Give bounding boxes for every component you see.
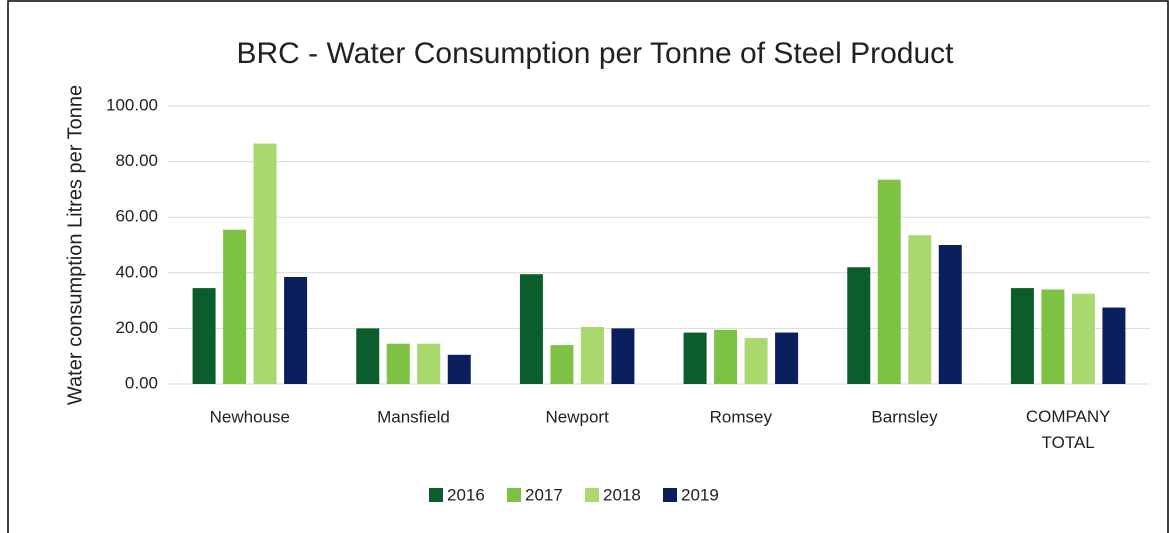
legend-swatch (507, 488, 521, 502)
bar (192, 288, 216, 384)
bar (683, 332, 707, 384)
legend-swatch (663, 488, 677, 502)
legend-label: 2018 (603, 485, 641, 504)
bar (847, 267, 871, 384)
bar (1010, 288, 1034, 384)
y-tick-label: 20.00 (115, 318, 158, 337)
y-axis-label: Water consumption Litres per Tonne (64, 85, 86, 405)
bar (1071, 293, 1095, 384)
bar (417, 343, 441, 384)
bar (611, 328, 635, 384)
bar (908, 235, 932, 384)
chart-title: BRC - Water Consumption per Tonne of Ste… (236, 37, 954, 70)
bar (223, 229, 247, 384)
bar (356, 328, 380, 384)
bar (1102, 307, 1126, 384)
x-tick-label: Newport (546, 407, 610, 426)
bar (550, 345, 574, 384)
legend-label: 2017 (525, 485, 563, 504)
y-tick-label: 100.00 (106, 95, 158, 114)
bar (744, 338, 768, 384)
bar (877, 179, 901, 384)
x-tick-label: Newhouse (210, 407, 290, 426)
bar (938, 245, 962, 384)
x-tick-label: COMPANY TOTAL (1026, 407, 1111, 452)
y-tick-label: 60.00 (115, 207, 158, 226)
legend-label: 2019 (681, 485, 719, 504)
bar (253, 143, 277, 384)
bar (519, 274, 543, 384)
x-tick-label: Barnsley (871, 407, 938, 426)
bar (447, 354, 471, 384)
legend-swatch (585, 488, 599, 502)
bar (1041, 289, 1065, 384)
bar (714, 329, 738, 384)
bar (775, 332, 799, 384)
legend-label: 2016 (447, 485, 485, 504)
x-tick-label: Romsey (710, 407, 773, 426)
bar (386, 343, 410, 384)
legend-swatch (429, 488, 443, 502)
y-tick-label: 80.00 (115, 151, 158, 170)
bar (284, 276, 308, 384)
bar (580, 327, 604, 384)
y-tick-label: 0.00 (125, 373, 158, 392)
x-tick-label: Mansfield (377, 407, 450, 426)
frame (7, 0, 1169, 533)
y-tick-label: 40.00 (115, 262, 158, 281)
